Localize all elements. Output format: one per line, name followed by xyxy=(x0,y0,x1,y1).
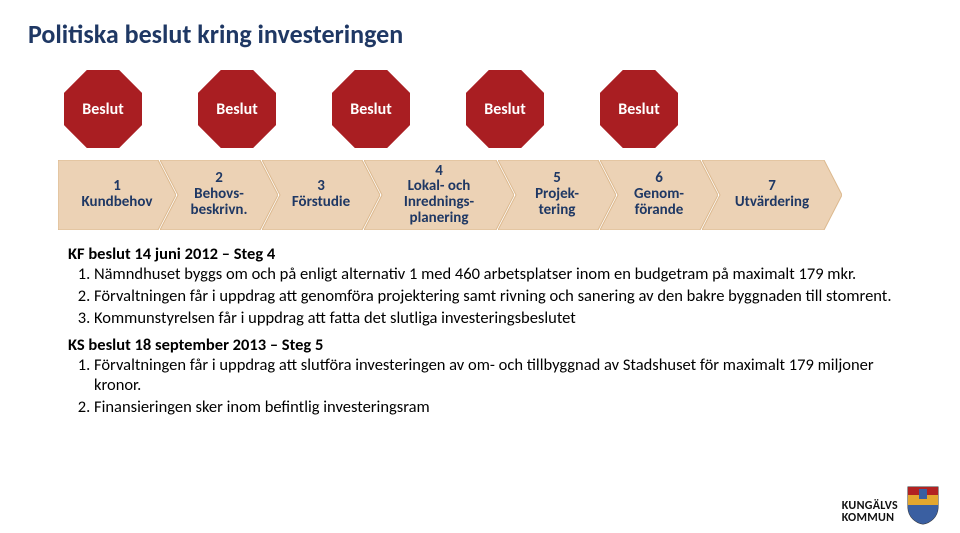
logo-text: KUNGÄLVS KOMMUN xyxy=(842,500,898,525)
step-label: 5Projek-tering xyxy=(532,171,582,218)
shield-icon xyxy=(906,485,940,525)
process-step: 7Utvärdering xyxy=(702,160,842,230)
list-item: Finansieringen sker inom befintlig inves… xyxy=(94,397,902,417)
page-title: Politiska beslut kring investeringen xyxy=(28,18,932,50)
step-label: 6Genom-förande xyxy=(631,171,687,218)
decision-octagon: Beslut xyxy=(330,68,412,150)
decision-octagon: Beslut xyxy=(62,68,144,150)
process-step: 2Behovs-beskrivn. xyxy=(160,160,278,230)
decision-octagon: Beslut xyxy=(464,68,546,150)
decision-label: Beslut xyxy=(484,100,525,119)
step-label: 4Lokal- ochInrednings-planering xyxy=(401,164,477,227)
step-label: 7Utvärdering xyxy=(732,179,812,211)
body-text: KF beslut 14 juni 2012 – Steg 4 Nämndhus… xyxy=(68,244,902,417)
decision-octagon: Beslut xyxy=(196,68,278,150)
section1-header: KF beslut 14 juni 2012 – Steg 4 xyxy=(68,244,902,264)
section2-list: Förvaltningen får i uppdrag att slutföra… xyxy=(94,355,902,417)
decision-label: Beslut xyxy=(82,100,123,119)
process-step: 6Genom-förande xyxy=(600,160,718,230)
process-step: 3Förstudie xyxy=(262,160,380,230)
step-label: 1Kundbehov xyxy=(79,179,156,211)
section1-list: Nämndhuset byggs om och på enligt altern… xyxy=(94,264,902,328)
decision-label: Beslut xyxy=(216,100,257,119)
decision-octagon: Beslut xyxy=(598,68,680,150)
municipality-logo: KUNGÄLVS KOMMUN xyxy=(842,485,940,525)
slide-page: Politiska beslut kring investeringen Bes… xyxy=(0,0,960,533)
step-label: 2Behovs-beskrivn. xyxy=(188,171,251,218)
decision-label: Beslut xyxy=(618,100,659,119)
decision-octagon-row: Beslut Beslut Beslut Beslut Beslut xyxy=(62,68,932,150)
process-step-row: 1Kundbehov 2Behovs-beskrivn. 3Förstudie 4Lo… xyxy=(58,160,932,230)
process-step: 1Kundbehov xyxy=(58,160,176,230)
section2-header: KS beslut 18 september 2013 – Steg 5 xyxy=(68,335,902,355)
decision-label: Beslut xyxy=(350,100,391,119)
process-step: 5Projek-tering xyxy=(498,160,616,230)
list-item: Förvaltningen får i uppdrag att genomför… xyxy=(94,286,902,306)
step-label: 3Förstudie xyxy=(289,179,353,211)
process-step: 4Lokal- ochInrednings-planering xyxy=(364,160,514,230)
list-item: Nämndhuset byggs om och på enligt altern… xyxy=(94,264,902,284)
list-item: Kommunstyrelsen får i uppdrag att fatta … xyxy=(94,308,902,328)
list-item: Förvaltningen får i uppdrag att slutföra… xyxy=(94,355,902,395)
